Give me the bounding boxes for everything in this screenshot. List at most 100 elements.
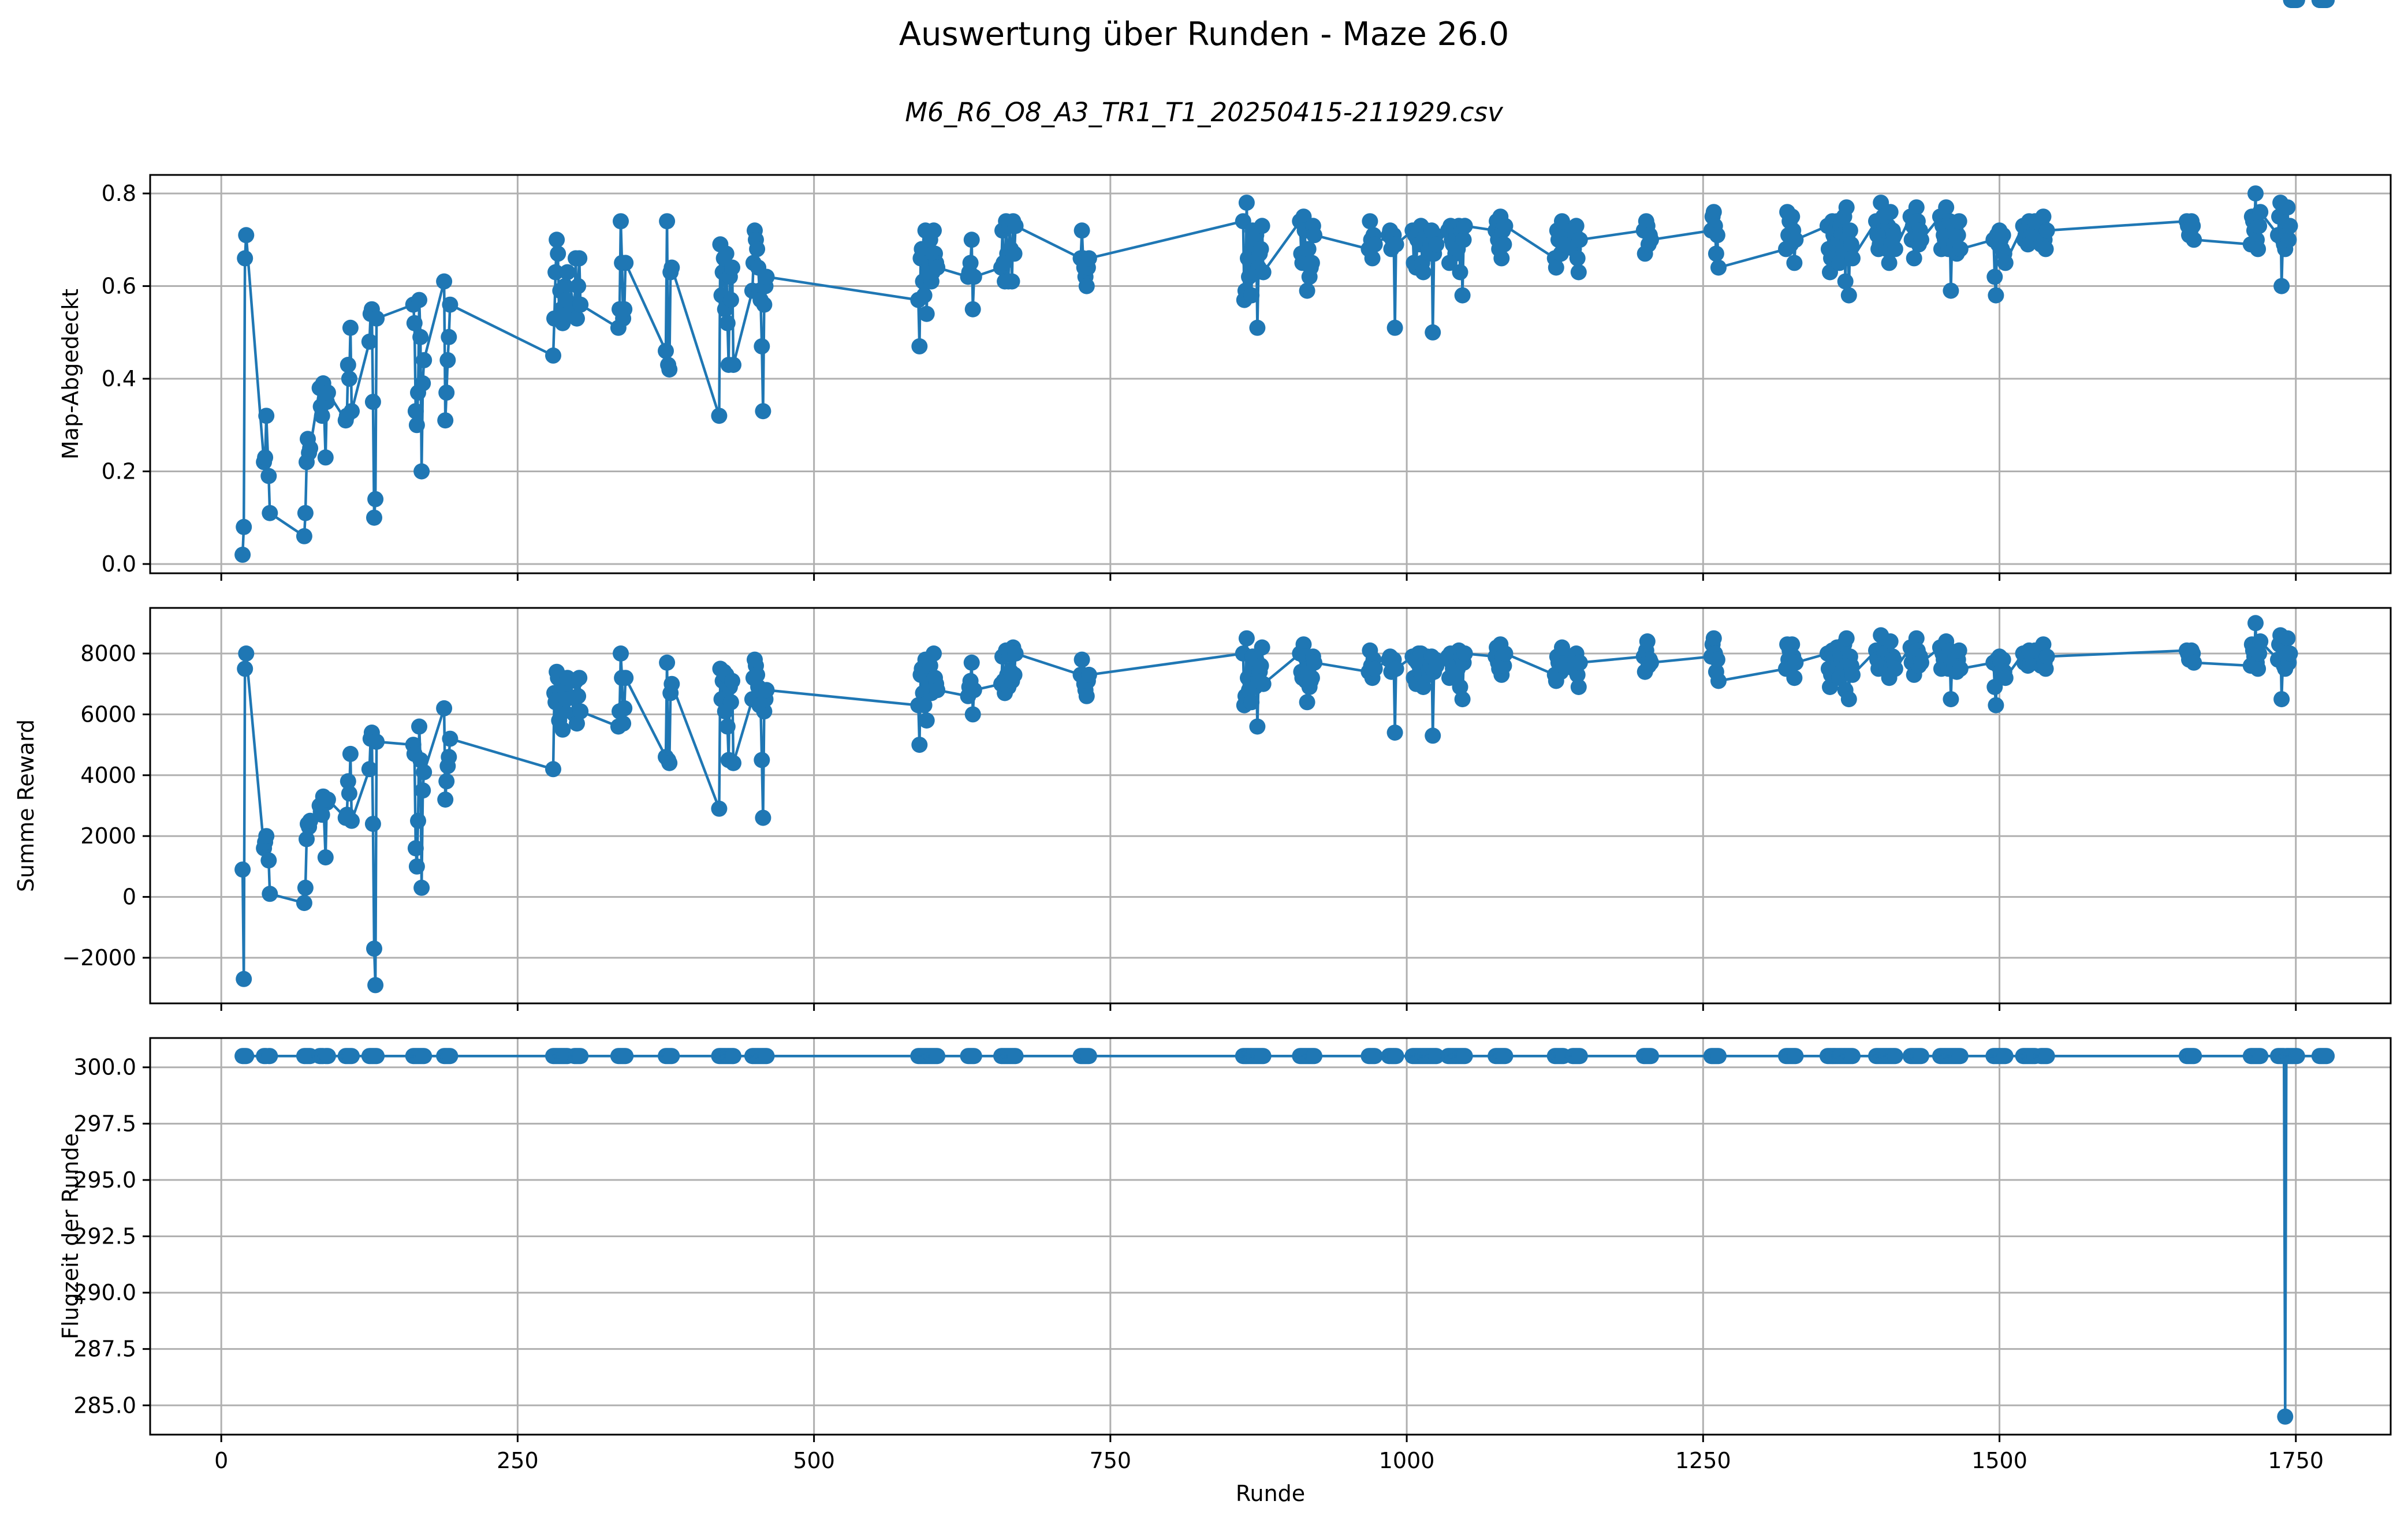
y-tick-label: 285.0 [73,1392,136,1418]
data-point [1569,250,1586,267]
data-point [661,361,678,378]
data-point [545,761,561,778]
data-point [758,682,775,699]
data-point [2318,0,2335,8]
data-point [1952,1048,1969,1065]
x-tick-label: 0 [214,1448,228,1473]
data-point [341,785,357,802]
data-point [547,264,564,281]
data-point [1988,697,2004,714]
data-point [1255,264,1272,281]
data-point [1388,1048,1404,1065]
data-point [966,268,982,285]
data-point [663,259,680,276]
data-point [550,245,566,262]
data-point [1908,630,1925,647]
y-tick-label: 295.0 [73,1167,136,1193]
x-tick-label: 1500 [1971,1448,2027,1473]
data-point [916,697,933,714]
data-point [2035,208,2052,225]
x-tick-label: 1250 [1675,1448,1731,1473]
data-point [1997,670,2014,686]
data-point [1456,1048,1473,1065]
data-point [2273,278,2290,294]
data-point [1425,324,1441,341]
data-point [438,773,455,790]
data-point [411,718,427,735]
data-point [2251,218,2268,234]
data-point [1386,319,1403,336]
data-point [406,315,423,331]
data-point [1006,245,1023,262]
data-point [439,352,456,368]
data-point [344,1048,360,1065]
data-point [2247,185,2264,202]
data-point [436,273,453,290]
data-point [2038,222,2055,239]
x-axis-label: Runde [1236,1481,1305,1506]
data-point [1570,264,1587,281]
data-point [1493,250,1510,267]
data-point [1710,259,1727,276]
data-point [262,886,278,902]
x-axis [220,1003,2297,1011]
data-point [2037,660,2054,677]
data-point [1787,654,1804,671]
data-point [412,752,429,768]
data-point [755,809,771,826]
data-point [302,812,319,829]
data-point [1643,654,1659,671]
data-point [1843,236,1859,253]
data-point [1571,232,1588,248]
data-point [1951,642,1967,659]
axes-frame [149,174,2392,574]
data-point [297,505,314,521]
data-point [2252,204,2269,221]
data-point [1306,654,1322,671]
data-point [756,703,773,720]
data-point [407,840,424,857]
data-point [962,255,979,271]
data-point [1710,673,1727,689]
subplot-1: 0.0 0.2 0.4 0.6 0.8 Map-Abgedeckt [58,0,2392,581]
data-point [1887,660,1903,677]
data-point [438,384,455,401]
data-point [2038,648,2055,665]
data-point [1243,694,1260,711]
data-point [569,715,585,732]
data-point [260,852,277,869]
data-point [2035,636,2052,653]
data-point [1882,633,1899,649]
data-point [719,315,736,331]
data-point [2288,0,2305,8]
data-point [926,645,942,662]
data-point [1497,645,1514,662]
data-point [613,213,629,230]
data-point [722,292,739,308]
data-point [2280,232,2297,248]
data-point [2252,633,2269,649]
data-point [617,255,634,271]
data-point [1554,639,1570,656]
data-point [1708,245,1724,262]
y-tick-label: 4000 [80,763,136,788]
data-point [1456,218,1473,234]
data-point [2185,218,2201,234]
y-tick-label: 0 [122,884,136,910]
data-point [1995,651,2011,668]
data-point [659,213,676,230]
subplot-2: −2000 0 2000 4000 6000 8000 Summe Reward [13,0,2392,1011]
data-point [1842,222,1858,239]
data-point [262,1048,278,1065]
data-point [1786,255,1803,271]
data-point [554,721,571,738]
data-point [368,733,385,750]
data-point [1784,208,1801,225]
data-point [238,227,255,244]
data-point [1254,639,1270,656]
y-tick-label: 297.5 [73,1111,136,1136]
data-point [549,232,565,248]
data-point [340,773,356,790]
data-point [1496,658,1512,674]
data-point [1299,282,1315,299]
